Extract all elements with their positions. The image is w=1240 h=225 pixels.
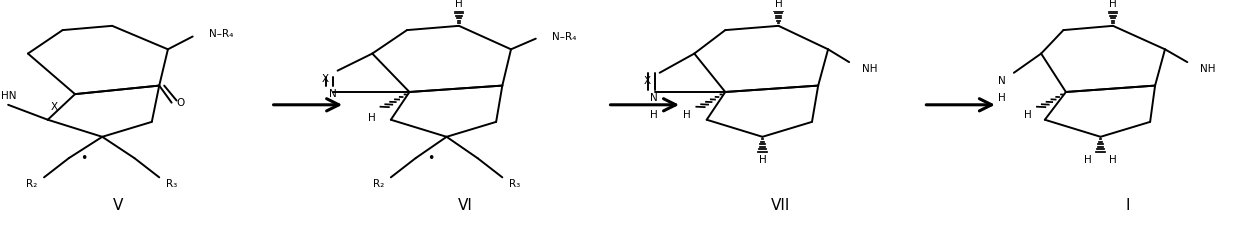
Text: N: N <box>329 89 336 99</box>
Text: X: X <box>51 102 57 112</box>
Text: VII: VII <box>771 198 791 213</box>
Text: H: H <box>650 110 657 120</box>
Text: H: H <box>1109 155 1117 165</box>
Text: N: N <box>650 93 657 104</box>
Text: R₃: R₃ <box>166 179 177 189</box>
Text: X: X <box>644 76 651 86</box>
Text: N–R₄: N–R₄ <box>552 32 577 41</box>
Text: R₃: R₃ <box>510 179 521 189</box>
Text: R₂: R₂ <box>373 179 384 189</box>
Text: H: H <box>1024 110 1032 120</box>
Text: I: I <box>1126 198 1130 213</box>
Text: H: H <box>1084 155 1092 165</box>
Text: H: H <box>683 110 691 120</box>
Text: NH: NH <box>862 63 877 74</box>
Text: H: H <box>998 93 1006 104</box>
Text: H: H <box>1109 0 1117 9</box>
Text: O: O <box>176 98 185 108</box>
Text: H: H <box>759 155 766 165</box>
Text: H: H <box>455 0 463 9</box>
Text: R₂: R₂ <box>26 179 37 189</box>
Text: V: V <box>113 198 124 213</box>
Text: HN: HN <box>1 91 16 101</box>
Text: NH: NH <box>1199 63 1215 74</box>
Text: N: N <box>998 76 1006 86</box>
Text: N–R₄: N–R₄ <box>208 29 233 39</box>
Text: X: X <box>321 74 329 84</box>
Text: VI: VI <box>458 198 472 213</box>
Text: H: H <box>368 112 376 123</box>
Text: H: H <box>775 0 782 9</box>
Text: •: • <box>81 152 87 165</box>
Text: •: • <box>427 152 434 165</box>
